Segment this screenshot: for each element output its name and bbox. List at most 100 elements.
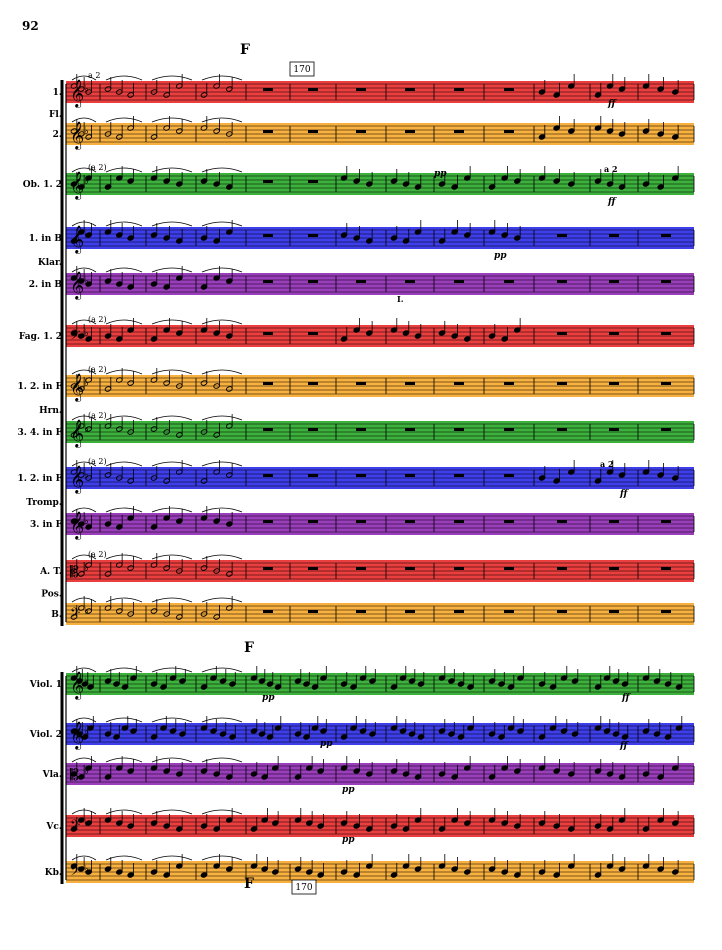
slur: [201, 319, 243, 325]
slur: [71, 717, 97, 723]
solo-marking: I.: [397, 294, 404, 304]
whole-rest: [504, 88, 514, 91]
key-signature-icon: ♭: [84, 516, 89, 527]
slur: [71, 461, 97, 467]
key-signature-icon: ♭: [84, 328, 89, 339]
slur: [151, 319, 193, 325]
slur: [105, 75, 143, 81]
staff-label: Vla.: [42, 770, 62, 780]
staff-band: Viol. 2𝄞♭: [29, 716, 695, 750]
whole-rest: [356, 567, 366, 570]
key-signature-icon: ♭: [84, 864, 89, 875]
whole-rest: [454, 428, 464, 431]
dynamic-marking: ff: [619, 741, 629, 751]
clef-icon: 𝄡: [70, 562, 79, 581]
division-marking: (a 2): [88, 550, 107, 559]
staff-label: Viol. 1: [29, 680, 62, 690]
whole-rest: [356, 520, 366, 523]
slur: [105, 597, 143, 603]
slur: [201, 717, 243, 723]
whole-rest: [405, 474, 415, 477]
staff-band: 3. 4. in F 𝄞 ♭(a 2): [17, 411, 695, 448]
staff-label: 2.: [53, 130, 62, 140]
whole-rest: [557, 234, 567, 237]
slur: [71, 855, 97, 861]
page-number: 92: [22, 19, 39, 33]
dynamic-marking: ff: [607, 197, 617, 207]
staff-band: 1. in B𝄞♭: [29, 220, 695, 254]
staff-band: Fag. 1. 2 𝄢 ♭ (a 2): [19, 315, 695, 347]
whole-rest: [504, 567, 514, 570]
whole-rest: [557, 280, 567, 283]
division-marking: a 2: [88, 71, 100, 80]
whole-rest: [308, 234, 318, 237]
division-marking: a 2: [604, 164, 618, 174]
staff-label: 2. in B: [29, 280, 63, 290]
whole-rest: [263, 382, 273, 385]
clef-icon: 𝄞: [70, 511, 84, 540]
slur: [71, 117, 97, 123]
key-signature-icon: ♭: [84, 276, 89, 287]
slur: [105, 554, 143, 560]
key-signature-icon: ♭: [84, 378, 89, 389]
whole-rest: [504, 428, 514, 431]
measure-number: 170: [293, 65, 310, 75]
slur: [151, 167, 193, 173]
whole-rest: [356, 88, 366, 91]
key-signature-icon: ♭: [84, 84, 89, 95]
slur: [71, 415, 97, 421]
whole-rest: [405, 520, 415, 523]
slur: [201, 75, 243, 81]
whole-rest: [609, 332, 619, 335]
slur: [151, 369, 193, 375]
staff-label: Ob. 1. 2: [23, 180, 62, 190]
slur: [71, 319, 97, 325]
whole-rest: [661, 280, 671, 283]
whole-rest: [661, 428, 671, 431]
measure-number-box: [289, 61, 315, 77]
whole-rest: [263, 567, 273, 570]
system-bracket: [60, 672, 67, 884]
staff-label: 1. in B: [29, 234, 63, 244]
whole-rest: [263, 610, 273, 613]
whole-rest: [661, 567, 671, 570]
key-signature-icon: ♭: [84, 176, 89, 187]
whole-rest: [308, 180, 318, 183]
staff-band: Vla.𝄡♭: [42, 756, 695, 785]
slur: [151, 117, 193, 123]
whole-rest: [356, 610, 366, 613]
staff-band: B. 𝄢 ♭: [51, 596, 695, 625]
staff-label: Viol. 2: [29, 730, 62, 740]
dynamic-marking: pp: [342, 835, 355, 845]
whole-rest: [504, 382, 514, 385]
key-signature-icon: ♭: [84, 424, 89, 435]
whole-rest: [308, 88, 318, 91]
slur: [201, 597, 243, 603]
slur: [71, 167, 97, 173]
staff-label: 3. in F: [30, 520, 63, 530]
staff-label: 3. 4. in F: [17, 428, 62, 438]
whole-rest: [557, 610, 567, 613]
slur: [201, 507, 243, 513]
whole-rest: [504, 280, 514, 283]
whole-rest: [308, 610, 318, 613]
instrument-group-label: Klar.: [38, 258, 62, 268]
slur: [105, 507, 143, 513]
whole-rest: [661, 234, 671, 237]
staff-label: B.: [51, 610, 62, 620]
whole-rest: [263, 474, 273, 477]
slur: [151, 757, 193, 763]
dynamic-marking: pp: [262, 693, 275, 703]
whole-rest: [454, 520, 464, 523]
staff-band: 1. 𝄞 ♭ a 2: [53, 71, 695, 108]
whole-rest: [263, 234, 273, 237]
instrument-group-label: Hrn.: [39, 406, 62, 416]
staff-band: 1. 2. in F 𝄞 ♭ (a 2): [17, 365, 695, 402]
slur: [151, 415, 193, 421]
staff-band: Viol. 1𝄞♭: [29, 666, 695, 700]
slur: [151, 809, 193, 815]
division-marking: (a 2): [88, 163, 107, 172]
whole-rest: [557, 332, 567, 335]
whole-rest: [504, 610, 514, 613]
